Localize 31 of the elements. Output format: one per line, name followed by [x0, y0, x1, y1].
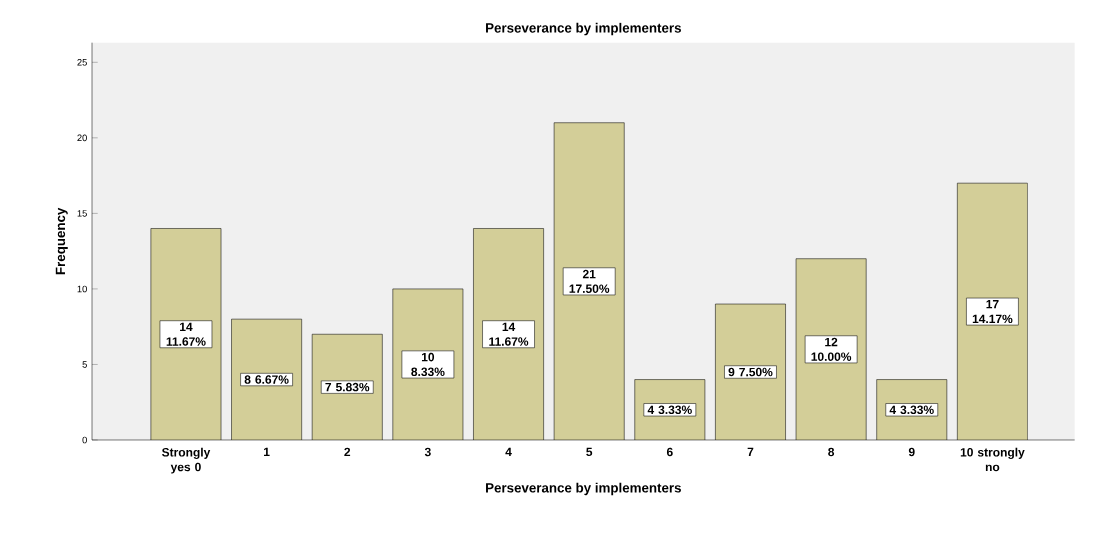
- data-label: 14 11.67%: [166, 322, 206, 346]
- x-tick-label: 6: [666, 447, 673, 457]
- data-label: 8 6.67%: [244, 375, 289, 384]
- data-label: 7 5.83%: [325, 382, 370, 392]
- x-tick-label: 3: [424, 447, 431, 457]
- x-tick-label: 8: [828, 447, 835, 457]
- data-label: 4 3.33%: [647, 405, 692, 415]
- data-label: 9 7.50%: [728, 367, 773, 377]
- y-tick-label: 20: [77, 134, 87, 142]
- y-tick-label: 25: [77, 59, 87, 66]
- chart-title: Perseverance by implementers: [486, 22, 681, 36]
- y-tick-label: 15: [77, 210, 87, 217]
- x-axis-title: Perseverance by implementers: [486, 482, 681, 496]
- x-tick-label: 2: [344, 447, 351, 457]
- data-label: 17 14.17%: [972, 300, 1013, 324]
- data-label: 12 10.00%: [811, 337, 852, 361]
- y-tick-label: 10: [77, 285, 87, 293]
- y-axis-title: Frequency: [55, 207, 68, 275]
- x-tick-label: 10 strongly no: [960, 447, 1025, 472]
- data-label: 21 17.50%: [569, 269, 610, 293]
- x-tick-label: 9: [908, 447, 915, 457]
- x-tick-label: 7: [747, 447, 754, 456]
- y-tick-label: 5: [82, 361, 87, 368]
- data-label: 4 3.33%: [889, 405, 934, 415]
- x-tick-label: 4: [505, 447, 512, 456]
- data-label: 10 8.33%: [411, 352, 445, 377]
- x-tick-label: Strongly yes 0: [161, 447, 211, 474]
- y-tick-label: 0: [82, 436, 87, 444]
- x-tick-label: 5: [586, 447, 593, 457]
- data-label: 14 11.67%: [489, 322, 529, 346]
- x-tick-label: 1: [264, 447, 270, 456]
